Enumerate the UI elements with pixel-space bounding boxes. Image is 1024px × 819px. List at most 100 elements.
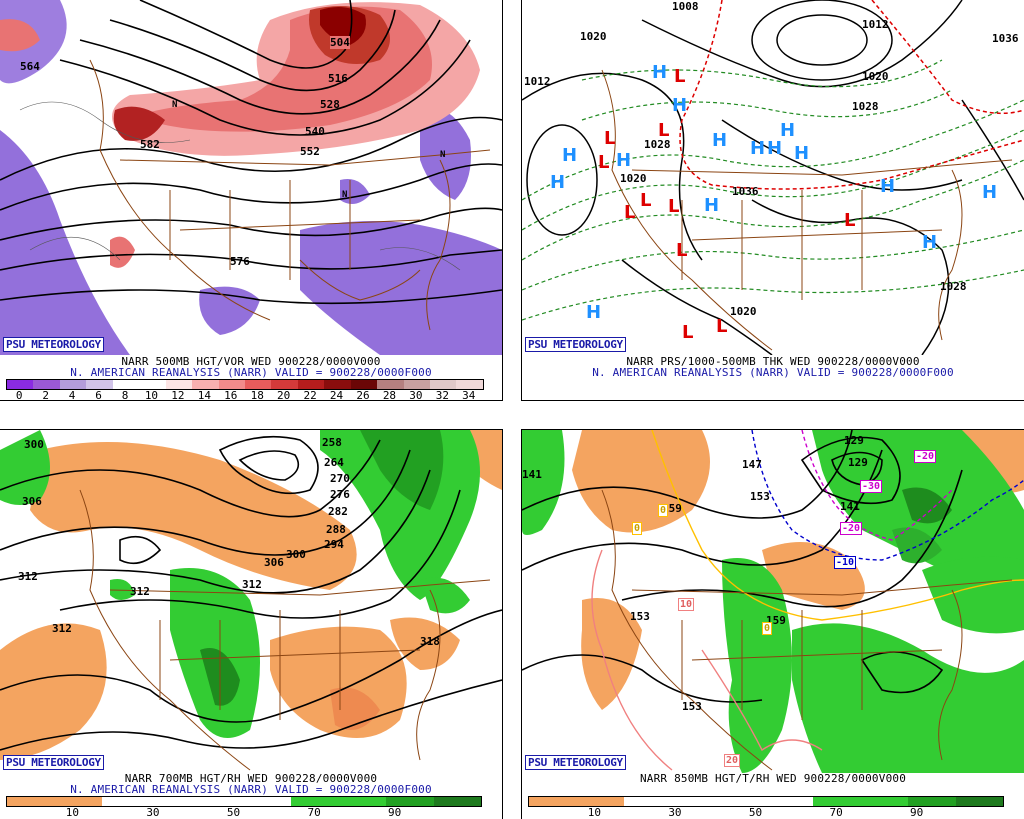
scale-swatch [196, 797, 245, 806]
map-500mb: 504 516 528 540 552 564 576 582 N N N PS… [0, 0, 502, 355]
scale-swatch [403, 380, 430, 389]
scale-swatch [297, 380, 325, 389]
scale-tick-label: 6 [95, 389, 102, 402]
contour-label: 576 [230, 255, 250, 268]
vorticity-scale-ticks: 0 2 4 6 8 10 12 14 16 18 20 22 24 26 28 30 32 34 [6, 389, 482, 402]
panel-850mb-temp-rh: 129 129 141 147 153 153 159 153 159 141 … [521, 429, 1024, 819]
low-marker: L [676, 240, 688, 261]
temp-label: 0 [658, 504, 669, 517]
high-marker: H [922, 232, 938, 253]
contour-label: 552 [300, 145, 320, 158]
scale-tick-label: 0 [15, 389, 23, 402]
scale-tick-label: 28 [382, 389, 397, 402]
scale-swatch [324, 380, 351, 389]
scale-tick-label: 70 [829, 806, 843, 819]
contour-label: 564 [20, 60, 40, 73]
contour-label: 306 [22, 495, 42, 508]
low-marker: L [640, 190, 652, 211]
contour-label: 504 [330, 36, 350, 49]
scale-swatch [377, 380, 404, 389]
panel-pressure-thickness: 1020 1012 1020 1028 1036 1020 1028 1036 … [521, 0, 1024, 401]
isobar-label: 1012 [862, 18, 889, 31]
scale-tick-label: 10 [65, 806, 79, 819]
scale-swatch [386, 797, 434, 806]
low-marker: L [844, 210, 856, 231]
scale-tick-label: 18 [250, 389, 264, 402]
high-marker: H [550, 172, 566, 193]
isobar-label: 1020 [620, 172, 647, 185]
caption-line1: NARR 500MB HGT/VOR WED 900228/0000V000 [121, 355, 381, 368]
scale-tick-label: 90 [910, 806, 924, 819]
scale-tick-label: 4 [68, 389, 76, 402]
caption-line2: N. AMERICAN REANALYSIS (NARR) VALID = 90… [70, 783, 432, 796]
high-marker: H [982, 182, 998, 203]
temp-label: 10 [678, 598, 695, 611]
isobar-label: 1036 [732, 185, 759, 198]
contour-label: 318 [420, 635, 440, 648]
high-marker: H [750, 138, 766, 159]
high-marker: H [767, 138, 783, 159]
map-850mb: 129 129 141 147 153 153 159 153 159 141 … [522, 430, 1024, 773]
vort-min-marker: N [172, 100, 178, 110]
scale-swatch [112, 380, 140, 389]
scale-swatch [576, 797, 624, 806]
scale-tick-label: 50 [748, 806, 763, 819]
contour-label: 306 [264, 556, 284, 569]
psu-meteorology-label: PSU METEOROLOGY [3, 755, 104, 770]
psu-meteorology-label: PSU METEOROLOGY [525, 337, 626, 352]
temp-label: -30 [860, 480, 883, 493]
scale-tick-label: 90 [388, 806, 402, 819]
high-marker: H [780, 120, 796, 141]
contour-label: 528 [320, 98, 340, 111]
contour-label: 147 [742, 458, 762, 471]
high-marker: H [562, 145, 578, 166]
contour-label: 282 [328, 505, 348, 518]
scale-swatch [165, 380, 193, 389]
scale-tick-label: 30 [668, 806, 682, 819]
contour-label: 129 [848, 456, 868, 469]
temp-label: 0 [632, 522, 643, 535]
scale-tick-label: 20 [277, 389, 291, 402]
contour-label: 540 [305, 125, 325, 138]
scale-tick-label: 22 [303, 389, 317, 402]
low-marker: L [604, 128, 616, 149]
isobar-label: 1028 [644, 138, 671, 151]
high-marker: H [616, 150, 632, 171]
contour-label: 153 [630, 610, 650, 623]
contour-label: 270 [330, 472, 350, 485]
scale-swatch [101, 797, 150, 806]
scale-tick-label: 14 [197, 389, 211, 402]
temp-label: -10 [834, 556, 857, 569]
high-marker: H [880, 176, 896, 197]
scale-swatch [54, 797, 102, 806]
scale-tick-label: 32 [435, 389, 449, 402]
contour-label: 153 [682, 700, 702, 713]
scale-tick-label: 10 [144, 389, 159, 402]
contour-label: 141 [840, 500, 860, 513]
scale-swatch [456, 380, 483, 389]
map-pressure: 1020 1012 1020 1028 1036 1020 1028 1036 … [522, 0, 1024, 355]
psu-meteorology-label: PSU METEOROLOGY [3, 337, 104, 352]
caption-line1: NARR PRS/1000-500MB THK WED 900228/0000V… [626, 355, 920, 368]
low-marker: L [658, 120, 670, 141]
scale-tick-label: 8 [121, 389, 129, 402]
caption-line2: N. AMERICAN REANALYSIS (NARR) VALID = 90… [70, 366, 432, 379]
scale-swatch [350, 380, 378, 389]
scale-tick-label: 34 [462, 389, 476, 402]
contour-label: 258 [322, 436, 342, 449]
caption-line2: N. AMERICAN REANALYSIS (NARR) VALID = 90… [592, 366, 954, 379]
contour-label: 153 [750, 490, 770, 503]
scale-swatch [955, 797, 1004, 806]
contour-label: 516 [328, 72, 348, 85]
low-marker: L [668, 196, 680, 217]
contour-label: 288 [326, 523, 346, 536]
high-marker: H [712, 130, 728, 151]
scale-swatch [244, 797, 292, 806]
vort-min-marker: N [342, 190, 348, 200]
rh-scale-ticks: 10 30 50 70 90 [6, 806, 480, 819]
scale-swatch [860, 797, 909, 806]
isobar-label: 1028 [940, 280, 967, 293]
temp-label: 0 [762, 622, 773, 635]
scale-swatch [813, 797, 861, 806]
low-marker: L [716, 316, 728, 337]
